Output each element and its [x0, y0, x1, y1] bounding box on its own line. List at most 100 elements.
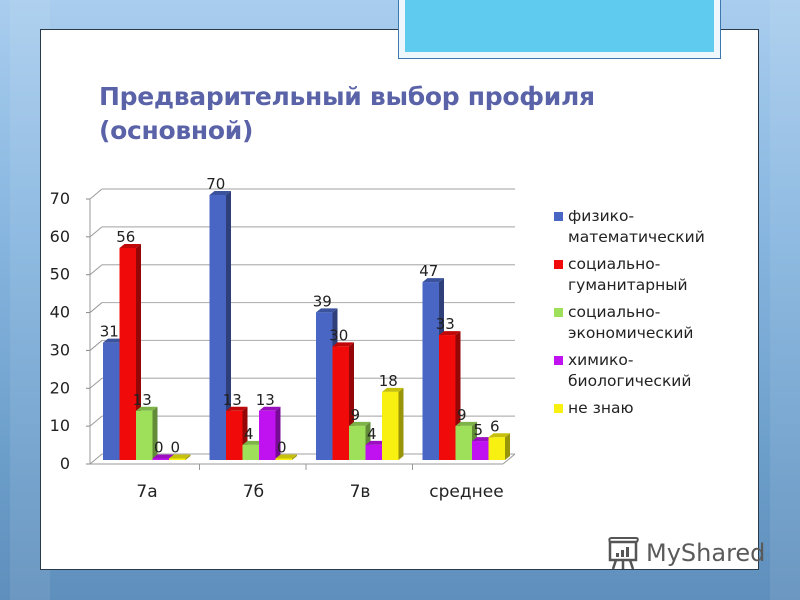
data-label: 30 [329, 326, 348, 344]
data-label: 39 [313, 292, 332, 310]
legend-label: математический [568, 228, 705, 246]
chart-legend: физико-математический социально-гуманитар… [551, 206, 761, 425]
bar-top [332, 342, 354, 347]
bar [275, 458, 292, 460]
data-label: 13 [223, 391, 242, 409]
bar [103, 342, 120, 460]
bar-top [422, 278, 444, 283]
bar-side [136, 244, 141, 460]
slide-title: Предварительный выбор профиля (основной) [99, 80, 659, 148]
gridline-slant [89, 340, 103, 351]
y-tick-label: 40 [50, 303, 70, 322]
bar-top [152, 454, 174, 459]
bar [242, 444, 259, 460]
data-label: 31 [100, 323, 119, 341]
bar [382, 391, 399, 460]
watermark-text: MyShared [646, 539, 766, 567]
bar-top [136, 406, 158, 411]
bar [259, 410, 276, 460]
bar-top [275, 454, 297, 459]
bar-top [242, 440, 264, 445]
bar-side [398, 387, 404, 460]
y-tick-label: 0 [60, 454, 70, 473]
data-label: 4 [367, 425, 377, 443]
gridline-slant [89, 377, 103, 389]
bar [332, 346, 349, 460]
watermark: MyShared [606, 536, 765, 570]
y-tick-label: 30 [50, 340, 70, 359]
data-label: 5 [473, 421, 483, 439]
data-label: 9 [457, 406, 467, 424]
bar-side [226, 191, 231, 460]
bar [209, 195, 226, 460]
data-label: 4 [244, 425, 254, 443]
legend-label: физико- [568, 207, 635, 225]
data-label: 70 [206, 175, 225, 193]
gridline-slant [89, 226, 103, 238]
data-label: 47 [419, 262, 438, 280]
legend-label: гуманитарный [568, 276, 688, 294]
x-category-label: 7б [243, 482, 264, 502]
bar-top [382, 387, 404, 392]
data-label: 18 [379, 372, 398, 390]
bar [365, 444, 382, 460]
bar-top [439, 331, 461, 336]
legend-item: химико-биологический [551, 350, 761, 392]
bar-top [455, 421, 477, 426]
bar-top [316, 308, 338, 313]
y-tick-label: 10 [50, 416, 70, 435]
bar-top [349, 421, 371, 426]
bar-top [259, 406, 281, 411]
data-label: 6 [490, 417, 500, 435]
gridline-slant [89, 264, 103, 276]
bar [488, 437, 505, 460]
data-label: 13 [256, 391, 275, 409]
legend-label: химико- [568, 351, 634, 369]
bar [349, 425, 366, 460]
bar-top [472, 437, 494, 442]
y-tick-label: 70 [50, 189, 70, 208]
bar-top [169, 454, 191, 459]
bar-top [365, 440, 387, 445]
data-label: 0 [277, 439, 287, 457]
data-label: 56 [116, 228, 135, 246]
bar-top [488, 433, 510, 438]
bar [152, 458, 169, 460]
data-label: 0 [170, 439, 180, 457]
bar [316, 312, 333, 460]
gridline-slant [89, 188, 103, 200]
bar-side [152, 406, 158, 460]
bar [439, 335, 456, 460]
presentation-board-icon [608, 537, 639, 570]
data-label: 33 [436, 315, 455, 333]
legend-label: социально- [568, 255, 661, 273]
bar [136, 410, 153, 460]
y-tick-label: 50 [50, 265, 70, 284]
legend-label: биологический [568, 372, 692, 390]
legend-swatch [554, 404, 563, 413]
floor-edge [502, 453, 516, 465]
x-category-label: 7а [136, 482, 157, 502]
x-category-label: среднее [429, 482, 503, 502]
legend-swatch [554, 308, 563, 317]
title-line-2: (основной) [99, 116, 254, 145]
bar [455, 425, 472, 460]
bar [422, 282, 439, 460]
data-label: 9 [350, 406, 360, 424]
legend-item: социально-гуманитарный [551, 254, 761, 296]
bar [119, 248, 136, 460]
gridline-slant [89, 453, 103, 465]
slide-panel [40, 29, 759, 570]
bar-side [292, 454, 297, 460]
background-streak [770, 0, 800, 600]
gridline-slant [89, 415, 103, 427]
x-category-label: 7в [350, 482, 371, 502]
legend-label: социально- [568, 303, 661, 321]
accent-header-box [399, 0, 720, 58]
bar-side [505, 433, 510, 460]
legend-swatch [554, 212, 563, 221]
gridline-slant [89, 302, 103, 313]
legend-swatch [554, 356, 563, 365]
bar-side [185, 454, 191, 460]
